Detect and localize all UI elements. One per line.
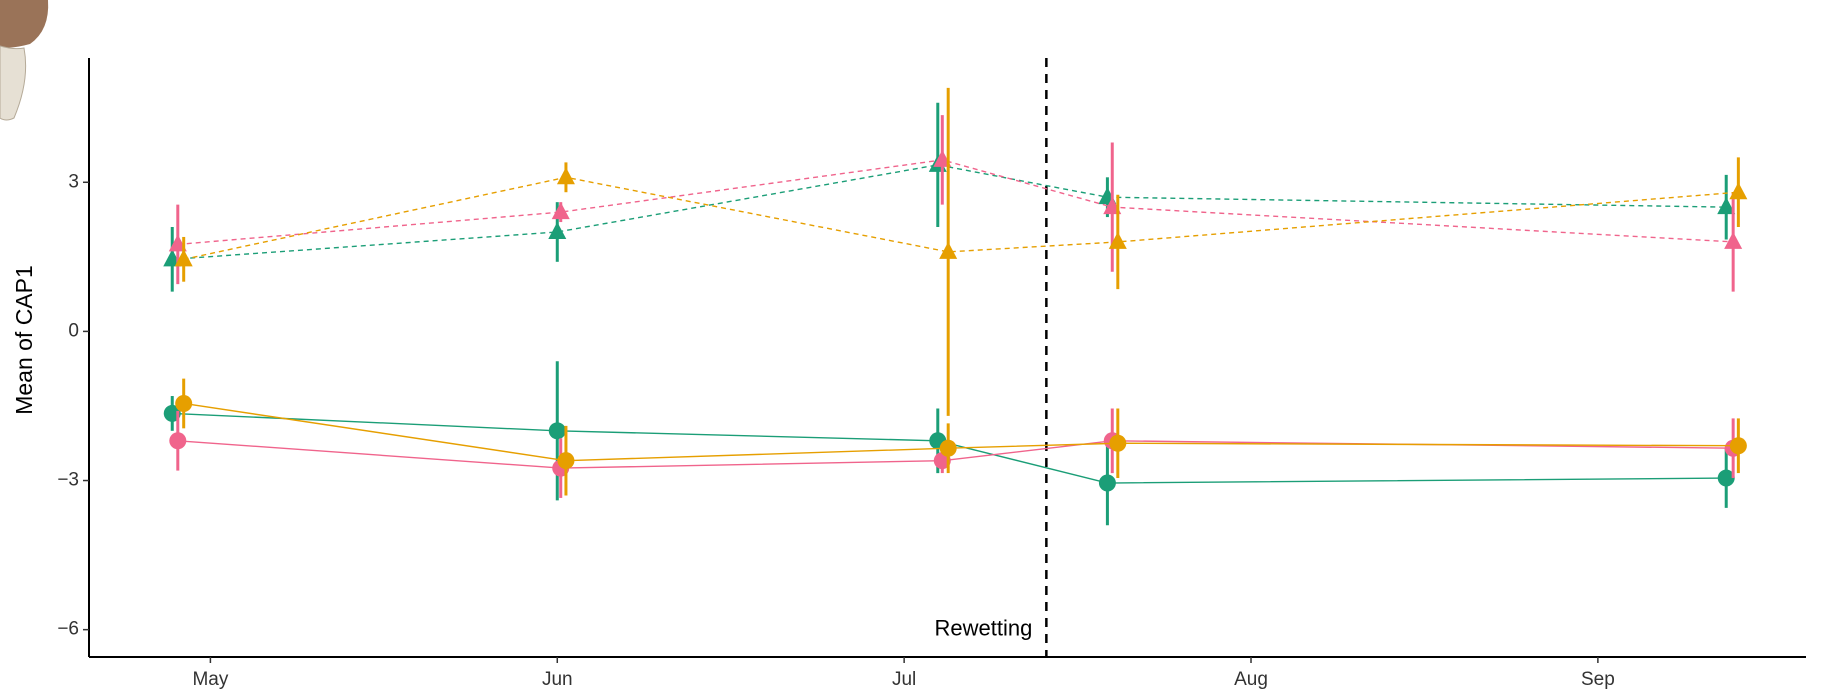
y-axis-title: Mean of CAP1 <box>11 265 37 415</box>
point <box>1099 475 1116 492</box>
point <box>169 432 186 449</box>
y-tick-label: −6 <box>57 619 79 640</box>
series-line <box>184 403 1739 460</box>
y-tick-label: 3 <box>68 171 79 192</box>
x-tick-label: Jun <box>542 669 573 690</box>
point <box>549 422 566 439</box>
mushroom-icon <box>0 0 48 120</box>
chart: Mean of CAP1 −6 −3 0 3 May Jun Jul Aug Sep Rewett… <box>0 0 1821 696</box>
point <box>1730 437 1747 454</box>
point <box>1109 435 1126 452</box>
point <box>939 242 957 259</box>
x-tick-label: May <box>192 669 228 690</box>
series-line <box>184 177 1739 259</box>
point <box>175 395 192 412</box>
x-tick-label: Jul <box>892 669 916 690</box>
y-tick-label: −3 <box>57 470 79 491</box>
point <box>940 440 957 457</box>
point <box>557 452 574 469</box>
page: Mean of CAP1 −6 −3 0 3 May Jun Jul Aug Sep Rewett… <box>0 0 1821 696</box>
annotation: Rewetting <box>935 615 1033 640</box>
point <box>557 167 575 184</box>
point <box>1729 182 1747 199</box>
x-tick-label: Aug <box>1234 669 1268 690</box>
point <box>548 222 566 239</box>
series-line <box>178 160 1733 245</box>
x-tick-label: Sep <box>1581 669 1615 690</box>
y-tick-label: 0 <box>68 320 79 341</box>
